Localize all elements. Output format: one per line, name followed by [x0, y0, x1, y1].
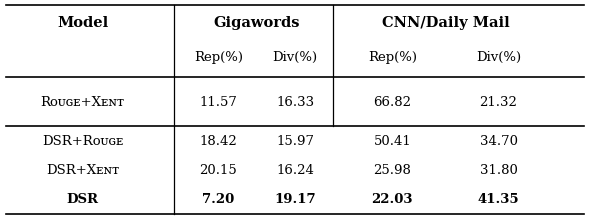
Text: Div(%): Div(%) — [476, 51, 521, 64]
Text: 19.17: 19.17 — [274, 193, 316, 206]
Text: 31.80: 31.80 — [480, 164, 517, 177]
Text: 16.24: 16.24 — [276, 164, 314, 177]
Text: 18.42: 18.42 — [199, 135, 237, 148]
Text: 22.03: 22.03 — [372, 193, 413, 206]
Text: 15.97: 15.97 — [276, 135, 314, 148]
Text: 11.57: 11.57 — [199, 96, 237, 109]
Text: DSR: DSR — [67, 193, 99, 206]
Text: Rep(%): Rep(%) — [368, 51, 417, 64]
Text: Gigawords: Gigawords — [214, 16, 300, 30]
Text: 25.98: 25.98 — [373, 164, 411, 177]
Text: 34.70: 34.70 — [480, 135, 517, 148]
Text: 20.15: 20.15 — [199, 164, 237, 177]
Text: 16.33: 16.33 — [276, 96, 314, 109]
Text: CNN/Daily Mail: CNN/Daily Mail — [382, 16, 509, 30]
Text: 50.41: 50.41 — [373, 135, 411, 148]
Text: 41.35: 41.35 — [478, 193, 519, 206]
Text: Model: Model — [57, 16, 108, 30]
Text: 66.82: 66.82 — [373, 96, 411, 109]
Text: 7.20: 7.20 — [202, 193, 234, 206]
Text: DSR+Rᴏᴜɢᴇ: DSR+Rᴏᴜɢᴇ — [42, 135, 123, 148]
Text: Rᴏᴜɢᴇ+Xᴇɴᴛ: Rᴏᴜɢᴇ+Xᴇɴᴛ — [41, 96, 124, 109]
Text: 21.32: 21.32 — [480, 96, 517, 109]
Text: Div(%): Div(%) — [273, 51, 317, 64]
Text: DSR+Xᴇɴᴛ: DSR+Xᴇɴᴛ — [46, 164, 119, 177]
Text: Rep(%): Rep(%) — [194, 51, 243, 64]
